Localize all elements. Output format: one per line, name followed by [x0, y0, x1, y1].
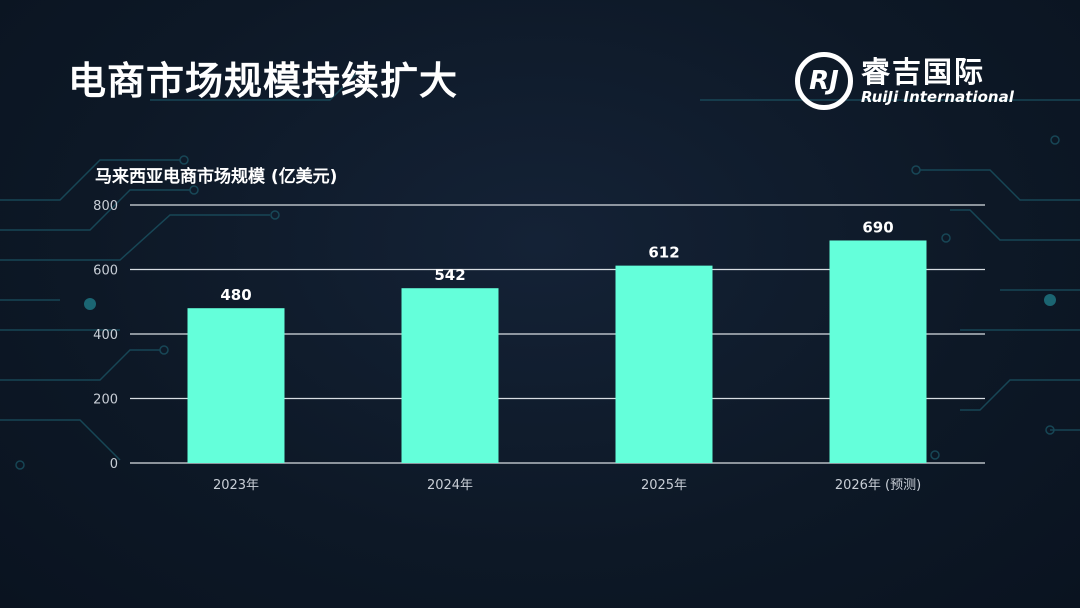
data-label: 480 — [220, 286, 251, 304]
chart-title: 马来西亚电商市场规模 (亿美元) — [95, 167, 338, 187]
x-tick-label: 2024年 — [427, 478, 473, 493]
page-title: 电商市场规模持续扩大 — [68, 59, 459, 103]
bar — [401, 288, 499, 463]
bar — [829, 240, 927, 463]
data-label: 542 — [434, 266, 465, 284]
x-tick-label: 2023年 — [213, 478, 259, 493]
logo-chinese-name: 睿吉国际 — [861, 55, 986, 89]
y-tick-label: 600 — [93, 264, 118, 279]
bar — [615, 265, 713, 463]
y-tick-label: 800 — [93, 199, 118, 214]
y-tick-label: 200 — [93, 393, 118, 408]
logo-mark-icon: RJ — [795, 52, 853, 110]
x-tick-label: 2025年 — [641, 478, 687, 493]
y-tick-label: 0 — [110, 457, 118, 472]
bar — [187, 308, 285, 463]
data-label: 612 — [648, 244, 679, 262]
company-logo: RJ 睿吉国际 RuiJi International — [795, 52, 1014, 110]
data-label: 690 — [862, 218, 893, 236]
logo-english-name: RuiJi International — [861, 88, 1014, 106]
x-tick-label: 2026年 (预测) — [835, 478, 921, 493]
y-tick-label: 400 — [93, 328, 118, 343]
